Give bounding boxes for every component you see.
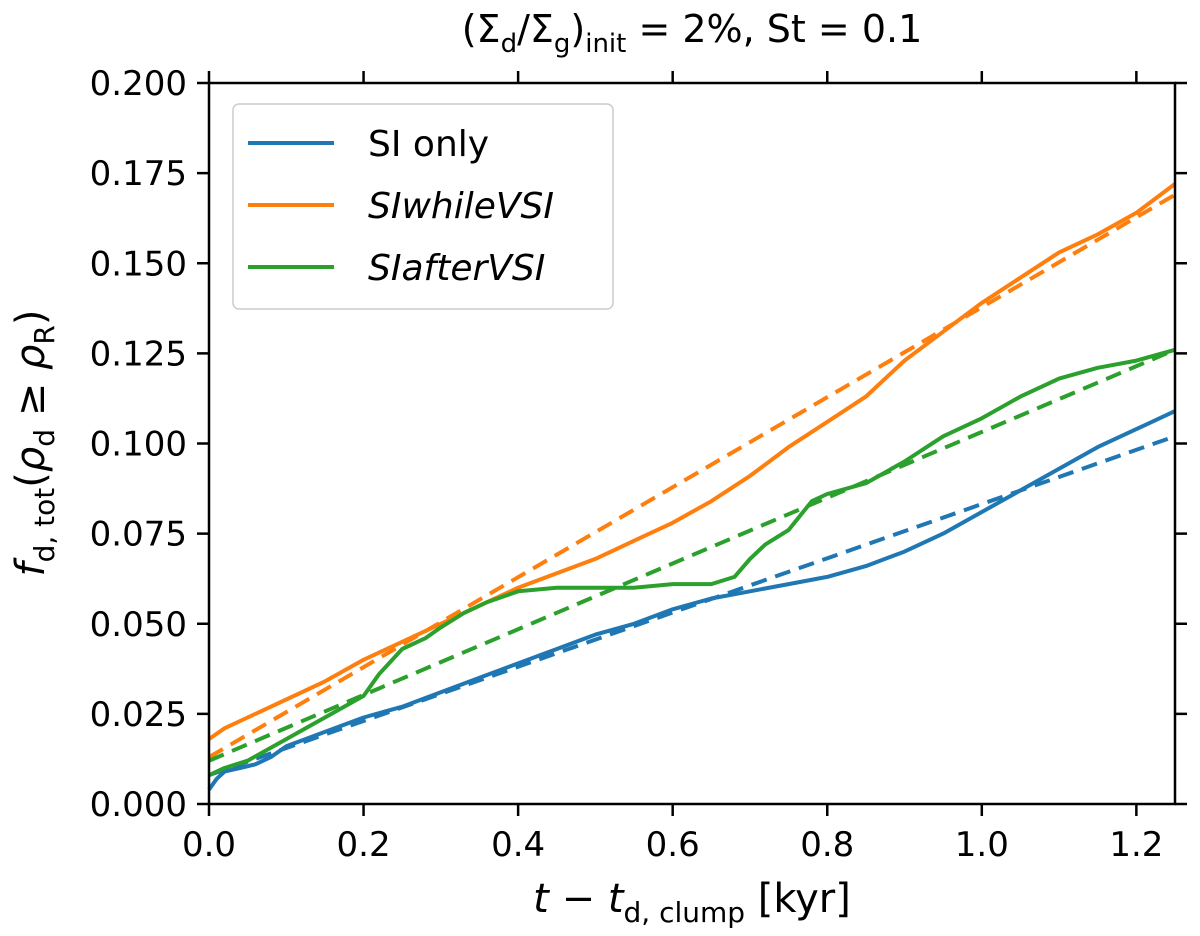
- x-tick-label: 1.2: [1109, 825, 1163, 865]
- x-axis-title: t − td, clump [kyr]: [533, 876, 851, 929]
- fit-line-siaftervsi: [208, 347, 1176, 763]
- series-line-siaftervsi: [208, 347, 1176, 778]
- y-tick-label: 0.025: [90, 695, 187, 735]
- legend-label-si-only: SI only: [368, 124, 489, 165]
- x-tick-label: 0.2: [337, 825, 391, 865]
- plot-area: [207, 182, 1177, 791]
- ticks-layer: 0.0 0.2 0.4 0.6 0.8 1.0 1.2 0.000 0.025 0.050 0.07…: [90, 64, 1187, 865]
- x-tick-label: 0.8: [800, 825, 854, 865]
- x-tick-label: 1.0: [955, 825, 1009, 865]
- legend-box: [232, 103, 614, 310]
- y-tick-label: 0.050: [90, 605, 187, 645]
- y-tick-label: 0.150: [90, 244, 187, 284]
- y-tick-label: 0.175: [90, 154, 187, 194]
- x-tick-label: 0.6: [646, 825, 700, 865]
- x-tick-label: 0.4: [491, 825, 545, 865]
- y-tick-label: 0.200: [90, 64, 187, 104]
- y-axis-title: fd, tot(ρd ≥ ρR): [8, 310, 61, 577]
- legend-label-siaftervsi: SIafterVSI: [368, 248, 545, 289]
- legend-label-siwhilevsi: SIwhileVSI: [368, 186, 554, 227]
- chart-title: (Σd/Σg)init = 2%, St = 0.1: [462, 7, 923, 59]
- x-tick-label: 0.0: [182, 825, 236, 865]
- series-line-siwhilevsi: [207, 182, 1177, 741]
- legend: SI only SIwhileVSI SIafterVSI: [232, 103, 614, 310]
- y-tick-label: 0.100: [90, 425, 187, 465]
- y-tick-label: 0.125: [90, 334, 187, 374]
- fit-line-si-only: [208, 434, 1176, 778]
- y-tick-label: 0.000: [90, 785, 187, 825]
- series-layer: [207, 182, 1177, 791]
- fit-line-siwhilevsi: [207, 193, 1177, 759]
- y-tick-label: 0.075: [90, 515, 187, 555]
- series-line-si-only: [207, 409, 1176, 791]
